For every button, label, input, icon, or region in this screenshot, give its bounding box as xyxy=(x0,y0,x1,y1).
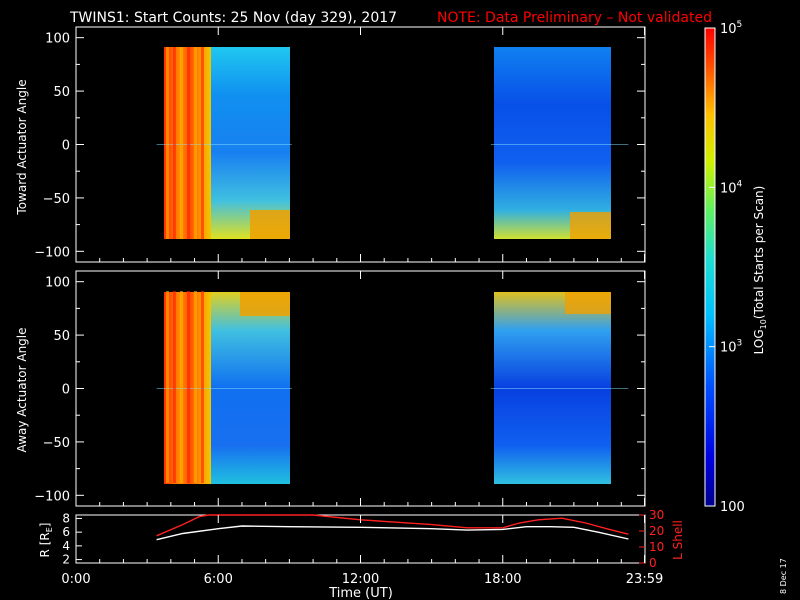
y-tick-label: 50 xyxy=(53,329,70,344)
panel-away: Away Actuator Angle 100 50 0 −50 −100 xyxy=(15,270,646,507)
panel-away-yticks: 100 50 0 −50 −100 xyxy=(34,276,645,504)
colorbar-ticks: 105 104 103 100 xyxy=(709,20,745,515)
data-note: NOTE: Data Preliminary – Not validated xyxy=(437,10,712,26)
ephemeris-right-yticks: 30 20 10 0 xyxy=(639,508,664,570)
panel-toward: Toward Actuator Angle 100 50 0 −50 −100 xyxy=(15,26,646,263)
heatmap-block xyxy=(494,47,611,239)
heatmap-hot-stripe xyxy=(166,291,169,483)
y-tick-label: −50 xyxy=(43,436,70,451)
y-tick-label: 4 xyxy=(62,539,70,553)
y-tick-label: 0 xyxy=(62,139,70,154)
heatmap-block xyxy=(565,292,611,314)
x-tick-label: 6:00 xyxy=(204,572,233,587)
y-tick-label: 20 xyxy=(649,524,664,538)
colorbar-gradient xyxy=(704,27,716,507)
panel-toward-yticks: 100 50 0 −50 −100 xyxy=(34,32,645,260)
y-tick-label: 8 xyxy=(62,511,70,525)
x-tick-label: 0:00 xyxy=(61,572,90,587)
heatmap-block xyxy=(250,210,290,239)
heatmap-hot-stripe xyxy=(194,291,197,483)
x-tick-label: 12:00 xyxy=(342,572,379,587)
heatmap-hot-stripe xyxy=(201,291,204,483)
y-tick-label: 6 xyxy=(62,525,70,539)
panel-toward-ylabel: Toward Actuator Angle xyxy=(15,79,29,215)
heatmap-hot-stripe xyxy=(201,47,204,239)
heatmap-hot-stripe xyxy=(173,291,176,483)
colorbar: 105 104 103 100 LOG10(Total Starts per Scan… xyxy=(704,20,768,515)
y-tick-label: 50 xyxy=(53,85,70,100)
heatmap-block xyxy=(570,212,611,239)
datestamp: 8 Dec 17 xyxy=(779,558,788,594)
x-tick-label: 23:59 xyxy=(626,572,663,587)
y-tick-label: −100 xyxy=(34,489,70,504)
colorbar-tick-label: 105 xyxy=(720,20,742,37)
heatmap-hot-stripe xyxy=(187,47,190,239)
heatmap-hot-stripe xyxy=(173,47,176,239)
y-tick-label: 100 xyxy=(45,32,70,47)
y-tick-label: 2 xyxy=(62,553,70,567)
panel-away-ylabel: Away Actuator Angle xyxy=(15,327,29,452)
ephemeris-right-ylabel: L Shell xyxy=(671,520,685,560)
ephemeris-left-ylabel: R [RE] xyxy=(38,523,54,558)
colorbar-tick-label: 100 xyxy=(720,500,745,515)
heatmap-hot-stripe xyxy=(180,47,183,239)
x-axis-label: Time (UT) xyxy=(328,586,393,600)
ephemeris-lines xyxy=(156,514,629,541)
colorbar-tick-label: 104 xyxy=(720,179,743,196)
l-shell-line xyxy=(156,514,629,537)
y-tick-label: 0 xyxy=(649,556,657,570)
heatmap-hot-stripe xyxy=(166,47,169,239)
x-tick-label: 18:00 xyxy=(484,572,521,587)
heatmap-hot-stripe xyxy=(187,291,190,483)
heatmap-block xyxy=(240,292,290,316)
chart-title: TWINS1: Start Counts: 25 Nov (day 329), … xyxy=(69,10,397,26)
radius-line xyxy=(156,525,629,541)
colorbar-tick-label: 103 xyxy=(720,339,742,356)
y-tick-label: 30 xyxy=(649,508,664,522)
y-tick-label: 0 xyxy=(62,383,70,398)
heatmap-toward xyxy=(156,47,629,239)
heatmap-hot-stripe xyxy=(180,291,183,483)
y-tick-label: −100 xyxy=(34,245,70,260)
colorbar-label: LOG10(Total Starts per Scan) xyxy=(752,186,768,355)
y-tick-label: 100 xyxy=(45,276,70,291)
y-tick-label: 10 xyxy=(649,540,664,554)
y-tick-label: −50 xyxy=(43,192,70,207)
x-axis-ticks: 0:00 6:00 12:00 18:00 23:59 xyxy=(61,27,663,587)
heatmap-away xyxy=(156,291,629,484)
heatmap-hot-stripe xyxy=(194,47,197,239)
